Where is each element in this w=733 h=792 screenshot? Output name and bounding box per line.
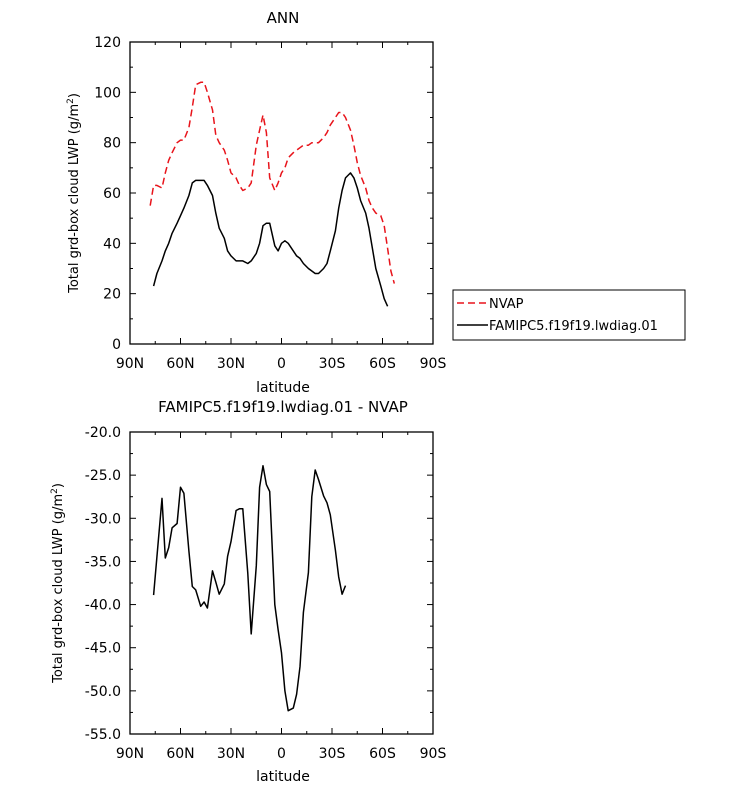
y-tick-label: 0: [112, 337, 121, 353]
legend-label: NVAP: [489, 297, 524, 312]
x-tick-label: 30S: [319, 356, 346, 372]
axis-ticks: 90N 60N 30N 0 30S 60S 90S -55.0 -50.0 -45.0 -40.0 -…: [85, 425, 447, 762]
plot-frame: [129, 41, 434, 345]
y-tick-label: -25.0: [85, 468, 121, 484]
chart-title: FAMIPC5.f19f19.lwdiag.01 - NVAP: [158, 398, 408, 416]
x-tick-label: 30S: [319, 746, 346, 762]
legend: NVAP FAMIPC5.f19f19.lwdiag.01: [452, 289, 686, 341]
y-tick-label: 120: [94, 35, 121, 51]
y-tick-label: 20: [103, 287, 121, 303]
x-tick-label: 60S: [369, 746, 396, 762]
y-tick-label: -55.0: [85, 727, 121, 743]
x-tick-label: 60S: [369, 356, 396, 372]
y-axis-label: Total grd-box cloud LWP (g/m2): [66, 93, 82, 294]
x-tick-label: 60N: [166, 356, 194, 372]
y-tick-label: -20.0: [85, 425, 121, 441]
series-line-difference: [152, 464, 347, 712]
y-tick-label: -35.0: [85, 554, 121, 570]
x-tick-label: 90N: [116, 746, 144, 762]
x-tick-label: 90S: [420, 746, 447, 762]
y-tick-label: -50.0: [85, 684, 121, 700]
series-line-famipc5-f19f19-lwdiag-01: [152, 172, 389, 307]
chart-title: ANN: [267, 9, 300, 27]
y-tick-label: -40.0: [85, 598, 121, 614]
bottom-panel-difference: FAMIPC5.f19f19.lwdiag.01 - NVAP 90N 60N 30…: [50, 398, 446, 785]
x-tick-label: 60N: [166, 746, 194, 762]
x-tick-label: 90S: [420, 356, 447, 372]
y-tick-label: 40: [103, 236, 121, 252]
axis-ticks: 90N 60N 30N 0 30S 60S 90S 0 20 40 60 80 100 120: [94, 35, 446, 372]
x-tick-label: 0: [277, 356, 286, 372]
y-tick-label: 60: [103, 186, 121, 202]
x-axis-label: latitude: [256, 769, 310, 785]
x-tick-label: 0: [277, 746, 286, 762]
y-tick-label: 100: [94, 85, 121, 101]
legend-label: FAMIPC5.f19f19.lwdiag.01: [489, 319, 658, 334]
series-line-nvap: [149, 81, 396, 284]
top-panel-lwp-by-latitude: ANN 90N 60N 30N 0 30S 60S 90S 0 20 40 60 80 100 120 l…: [66, 9, 686, 396]
y-axis-label: Total grd-box cloud LWP (g/m2): [50, 483, 66, 684]
x-tick-label: 90N: [116, 356, 144, 372]
x-tick-label: 30N: [217, 746, 245, 762]
y-tick-label: -45.0: [85, 641, 121, 657]
x-axis-label: latitude: [256, 380, 310, 396]
series-lines: [152, 464, 347, 712]
series-lines: [149, 81, 396, 307]
legend-box: [452, 289, 686, 341]
x-tick-label: 30N: [217, 356, 245, 372]
y-tick-label: -30.0: [85, 511, 121, 527]
y-tick-label: 80: [103, 136, 121, 152]
plot-frame: [129, 431, 434, 735]
